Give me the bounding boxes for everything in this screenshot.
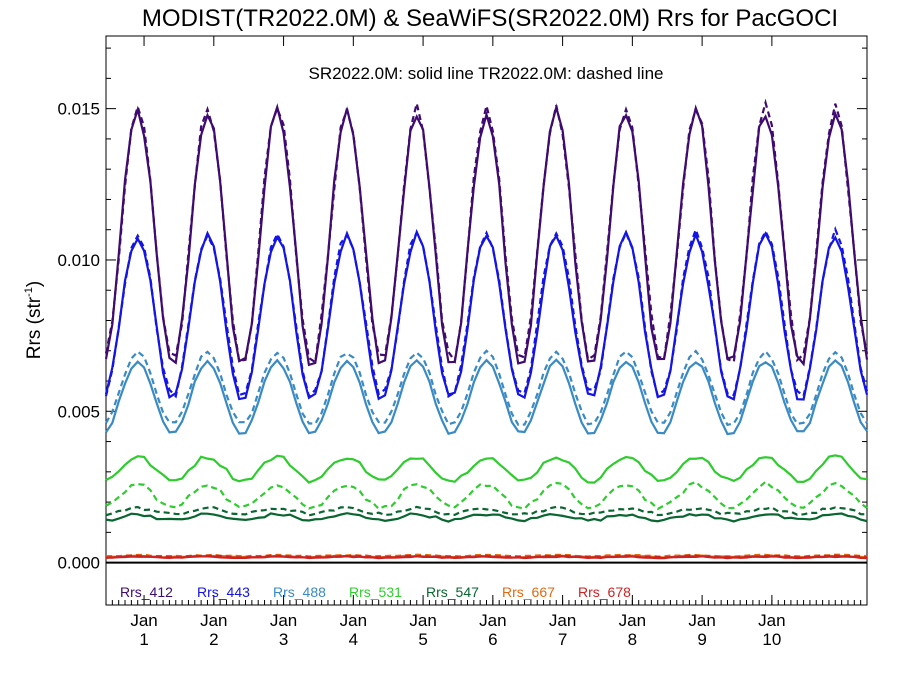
x-tick-year: 7 — [558, 630, 567, 649]
x-tick-month: Jan — [688, 611, 715, 630]
series-line-rrs-678-dashed — [105, 554, 868, 559]
y-tick-label: 0.000 — [57, 554, 100, 573]
series-layer — [104, 98, 869, 560]
y-axis: 0.000 0.005 0.010 0.015 — [57, 47, 867, 573]
legend-rrs-412: Rrs_412 — [120, 584, 173, 600]
x-tick-year: 6 — [488, 630, 497, 649]
x-tick-year: 1 — [139, 630, 148, 649]
y-tick-label: 0.005 — [57, 402, 100, 421]
x-tick-year: 2 — [209, 630, 218, 649]
x-tick-year: 9 — [697, 630, 706, 649]
series-line-rrs-531-dashed — [105, 480, 868, 511]
chart-title: MODIST(TR2022.0M) & SeaWiFS(SR2022.0M) R… — [142, 5, 838, 32]
y-tick-label: 0.015 — [57, 100, 100, 119]
x-tick-year: 4 — [349, 630, 358, 649]
x-tick-month: Jan — [200, 611, 227, 630]
x-tick-month: Jan — [340, 611, 367, 630]
series-line-rrs-547-dashed — [105, 505, 868, 517]
legend-rrs-547: Rrs_547 — [426, 584, 479, 600]
y-axis-label: Rrs (str-1) — [23, 281, 45, 359]
legend: Rrs_412 Rrs_443 Rrs_488 Rrs_531 Rrs_547 Rrs_6… — [120, 584, 631, 600]
x-tick-month: Jan — [479, 611, 506, 630]
legend-rrs-531: Rrs_531 — [349, 584, 402, 600]
series-line-rrs-488-dashed — [105, 349, 868, 427]
x-tick-month: Jan — [130, 611, 157, 630]
x-tick-year: 8 — [628, 630, 637, 649]
x-tick-year: 3 — [279, 630, 288, 649]
x-axis: Jan1Jan2Jan3Jan4Jan5Jan6Jan7Jan8Jan9Jan1… — [105, 36, 868, 649]
x-tick-month: Jan — [270, 611, 297, 630]
x-tick-month: Jan — [409, 611, 436, 630]
series-line-rrs-443-dashed — [104, 225, 869, 399]
legend-rrs-667: Rrs_667 — [502, 584, 555, 600]
x-tick-month: Jan — [619, 611, 646, 630]
x-tick-month: Jan — [758, 611, 785, 630]
series-line-rrs-531-solid — [105, 454, 868, 484]
line-style-annotation: SR2022.0M: solid line TR2022.0M: dashed … — [308, 64, 663, 83]
series-line-rrs-443-solid — [104, 228, 869, 401]
x-tick-month: Jan — [549, 611, 576, 630]
legend-rrs-443: Rrs_443 — [197, 584, 250, 600]
legend-rrs-488: Rrs_488 — [273, 584, 326, 600]
series-line-rrs-547-solid — [105, 512, 868, 523]
legend-rrs-678: Rrs_678 — [578, 584, 631, 600]
x-tick-year: 5 — [418, 630, 427, 649]
x-tick-year: 10 — [762, 630, 781, 649]
plot-frame — [105, 35, 868, 606]
y-tick-label: 0.010 — [57, 251, 100, 270]
series-line-rrs-488-solid — [105, 358, 868, 436]
